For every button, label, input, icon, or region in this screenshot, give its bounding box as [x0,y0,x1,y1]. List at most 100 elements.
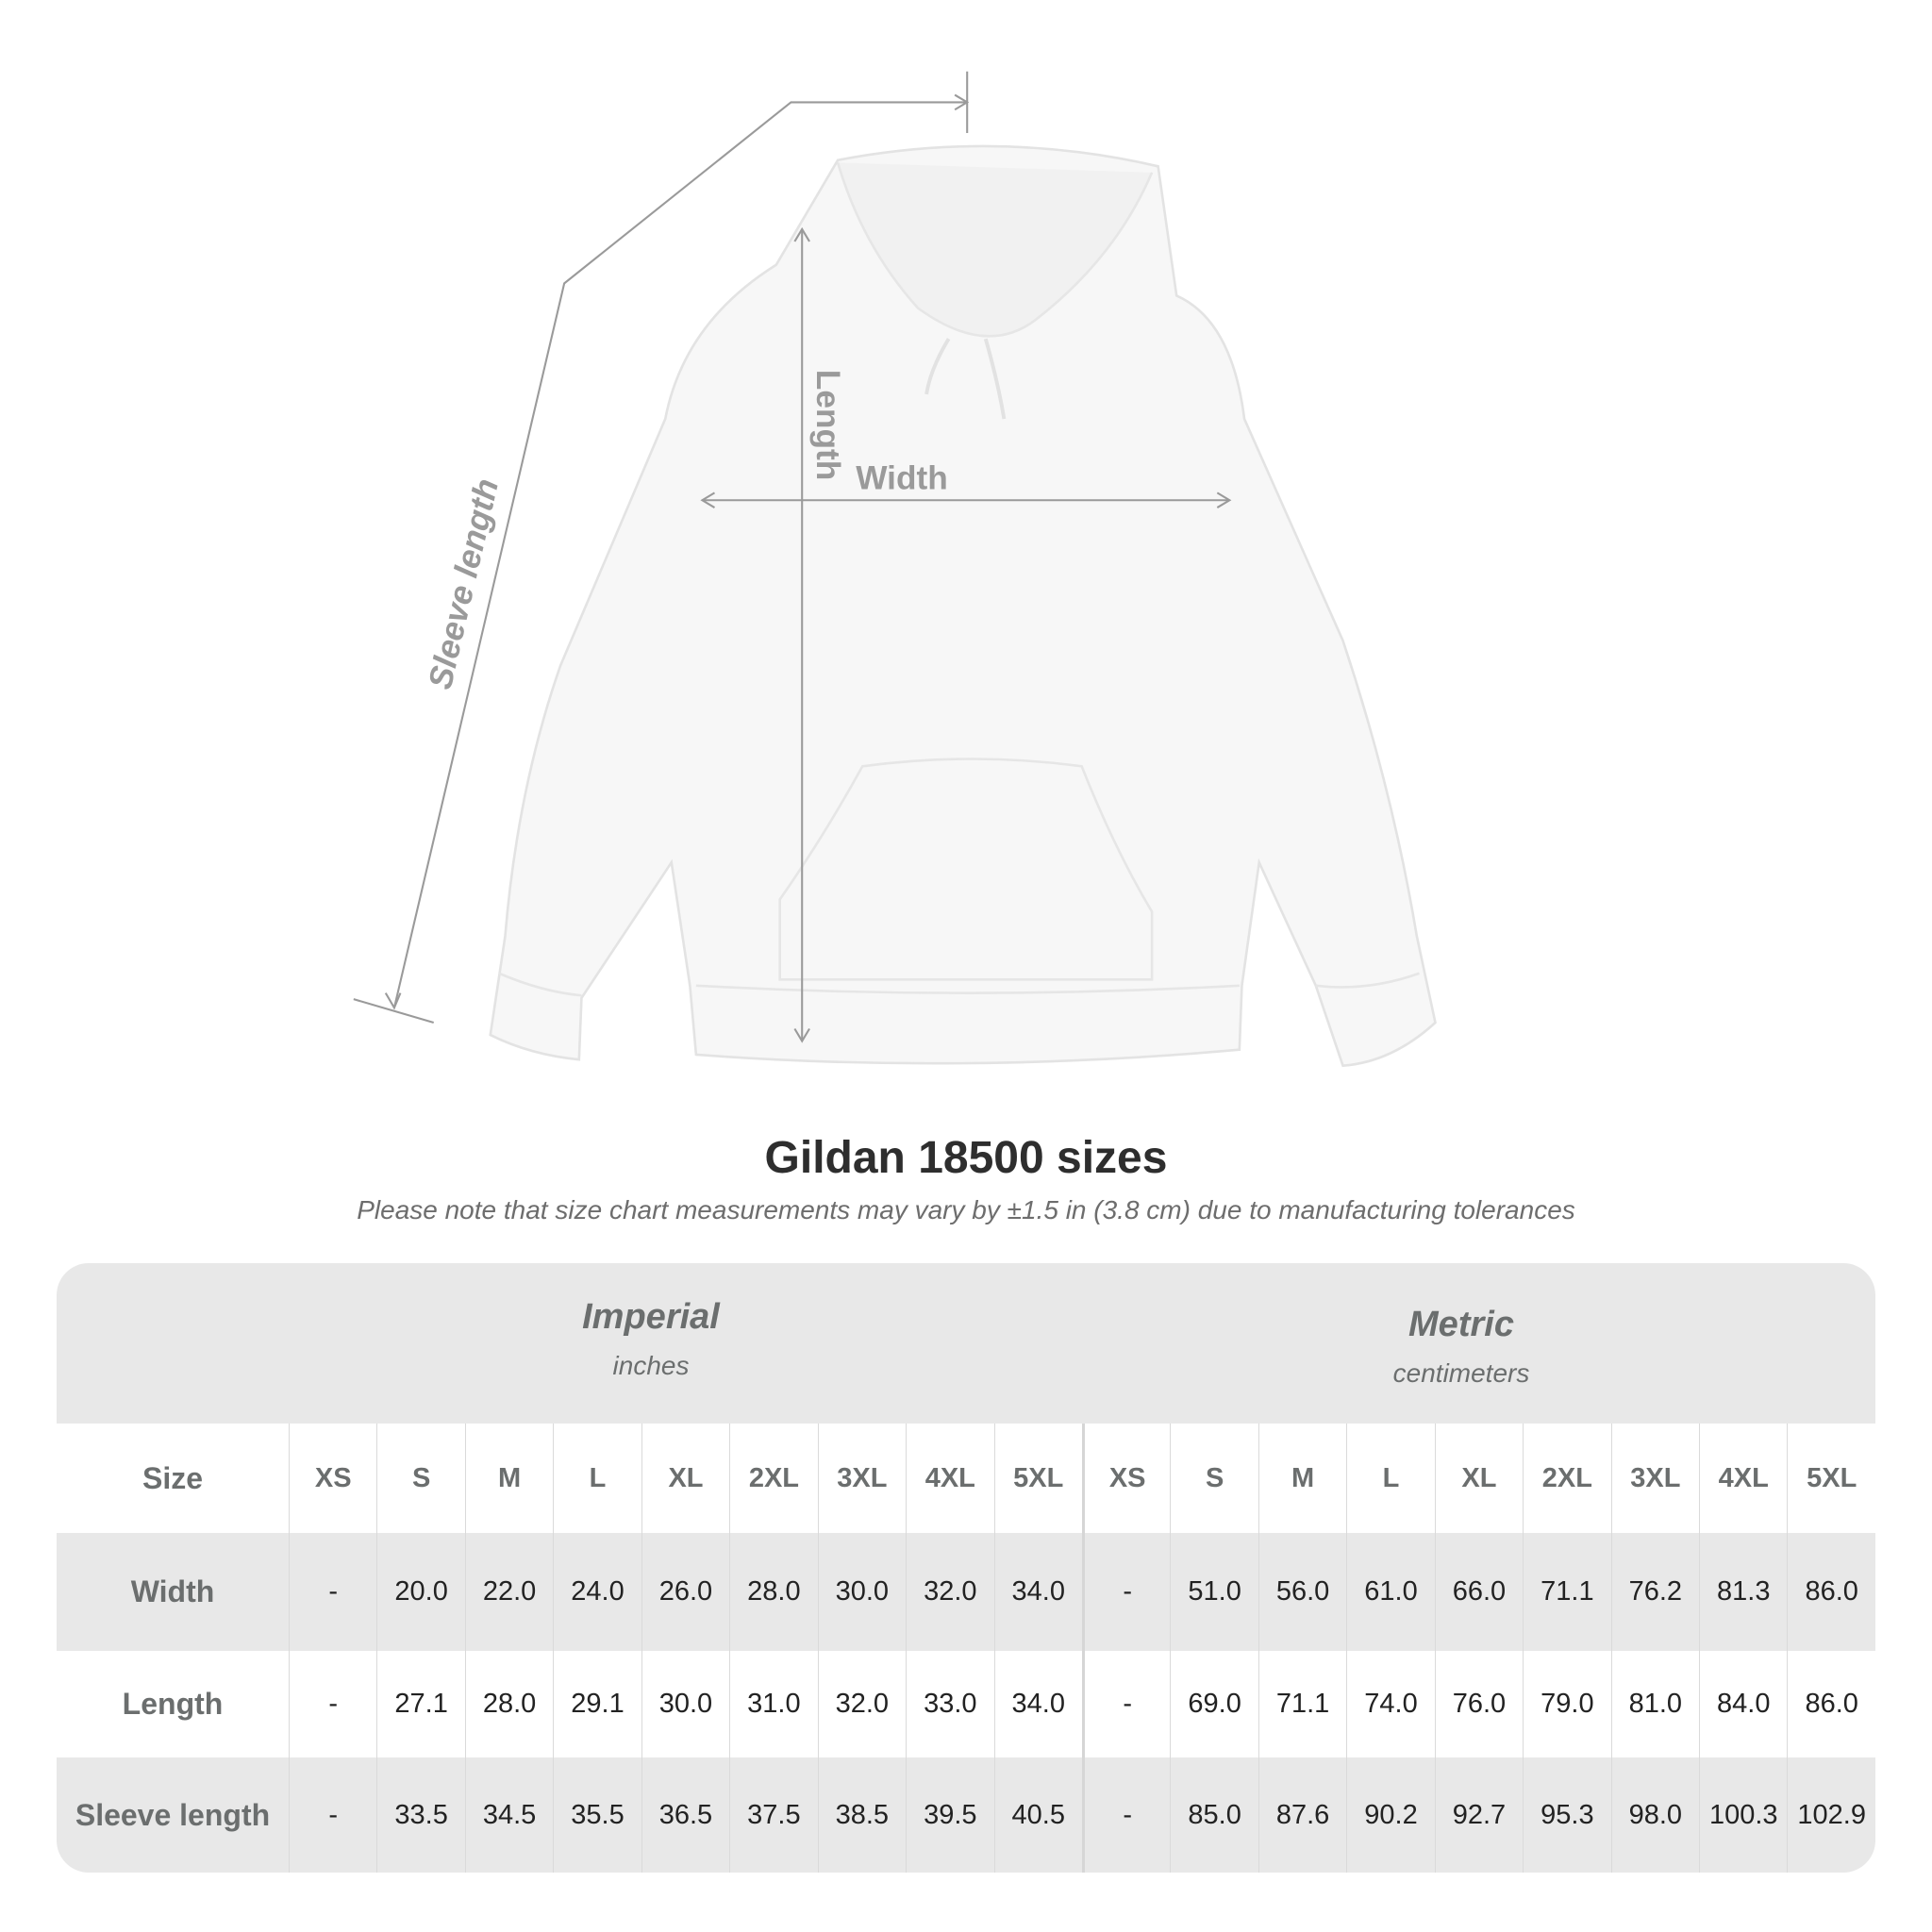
imperial-value-cell: 39.5 [906,1757,993,1873]
metric-value-cell: 61.0 [1346,1533,1434,1651]
imperial-value-cell: 36.5 [641,1757,729,1873]
imperial-value-cell: 34.5 [464,1757,553,1873]
cuffs [498,972,1420,997]
metric-unit: centimeters [1392,1358,1530,1388]
imperial-value-cell: 40.5 [993,1757,1082,1873]
length-label: Length [809,370,846,480]
imperial-size-header: XL [641,1424,729,1533]
metric-value-cell: - [1081,1533,1170,1651]
drawstrings [924,338,1007,420]
row-label: Sleeve length [75,1797,271,1832]
metric-size-header: L [1346,1424,1434,1533]
metric-value-cell: - [1081,1757,1170,1873]
metric-header: Metric centimeters [1225,1305,1697,1389]
imperial-size-header: L [553,1424,641,1533]
metric-size-header: 2XL [1523,1424,1610,1533]
tolerance-note: Please note that size chart measurements… [357,1195,1575,1224]
metric-size-header: 4XL [1699,1424,1787,1533]
imperial-unit: inches [612,1351,690,1380]
imperial-value-cell: 34.0 [993,1533,1082,1651]
imperial-size-header: 4XL [906,1424,993,1533]
metric-size-header: XL [1434,1424,1523,1533]
metric-value-cell: 100.3 [1699,1757,1787,1873]
imperial-value-cell: 31.0 [729,1651,817,1757]
metric-value-cell: 76.2 [1610,1533,1699,1651]
imperial-value-cell: 32.0 [817,1651,906,1757]
metric-value-cell: 71.1 [1257,1651,1346,1757]
metric-value-cell: 74.0 [1346,1651,1434,1757]
metric-value-cell: 92.7 [1434,1757,1523,1873]
metric-size-header: 5XL [1787,1424,1874,1533]
sleeve-length-line [392,101,968,1008]
metric-value-cell: 71.1 [1523,1533,1610,1651]
imperial-value-cell: - [289,1651,376,1757]
metric-size-header: M [1257,1424,1346,1533]
pocket [778,758,1154,981]
waistband [695,984,1240,994]
imperial-value-cell: 37.5 [729,1757,817,1873]
metric-value-cell: 66.0 [1434,1533,1523,1651]
width-arrowheads [700,491,1232,508]
imperial-value-cell: 33.5 [376,1757,464,1873]
metric-size-header: S [1170,1424,1257,1533]
imperial-value-cell: 32.0 [906,1533,993,1651]
metric-value-cell: 85.0 [1170,1757,1257,1873]
sleeve-arrowheads [384,93,970,1010]
imperial-value-cell: - [289,1757,376,1873]
imperial-size-header: 3XL [817,1424,906,1533]
width-label: Width [856,459,948,496]
metric-value-cell: 87.6 [1257,1757,1346,1873]
table-row: Width -20.0 22.0 24.0 26.0 28.0 30.0 32.0 34.0-5… [57,1533,1875,1651]
metric-value-cell: 90.2 [1346,1757,1434,1873]
table-row: Sleeve length -33.5 34.5 35.5 36.5 37.5 38.5 39… [57,1757,1875,1873]
imperial-value-cell: 33.0 [906,1651,993,1757]
imperial-value-cell: 30.0 [817,1533,906,1651]
metric-title: Metric [1408,1305,1514,1344]
metric-value-cell: 69.0 [1170,1651,1257,1757]
size-row: Size XS S M L XL 2XL 3XL 4XL 5XL XS S M L XL 2XL 3XL 4XL 5… [57,1424,1875,1533]
metric-value-cell: 51.0 [1170,1533,1257,1651]
size-row-label: Size [142,1460,204,1495]
metric-size-header: XS [1081,1424,1170,1533]
metric-value-cell: 79.0 [1523,1651,1610,1757]
hoodie-illustration: Length Width Sleeve length [353,71,1437,1068]
imperial-value-cell: 22.0 [464,1533,553,1651]
metric-value-cell: 84.0 [1699,1651,1787,1757]
imperial-value-cell: 26.0 [641,1533,729,1651]
imperial-size-header: XS [289,1424,376,1533]
imperial-value-cell: 35.5 [553,1757,641,1873]
imperial-value-cell: 34.0 [993,1651,1082,1757]
metric-value-cell: 76.0 [1434,1651,1523,1757]
imperial-value-cell: 28.0 [464,1651,553,1757]
imperial-value-cell: 29.1 [553,1651,641,1757]
sleeve-bottom-tick [353,998,435,1024]
imperial-size-header: M [464,1424,553,1533]
row-label: Width [130,1574,215,1608]
imperial-value-cell: 30.0 [641,1651,729,1757]
imperial-header: Imperial inches [415,1297,887,1381]
hoodie-body [489,144,1437,1068]
row-label: Length [122,1687,224,1721]
metric-value-cell: 81.0 [1610,1651,1699,1757]
metric-value-cell: 95.3 [1523,1757,1610,1873]
imperial-size-header: 2XL [729,1424,817,1533]
imperial-size-header: 5XL [993,1424,1082,1533]
metric-size-header: 3XL [1610,1424,1699,1533]
metric-value-cell: - [1081,1651,1170,1757]
metric-value-cell: 102.9 [1787,1757,1874,1873]
length-arrowheads [793,226,810,1043]
imperial-value-cell: 38.5 [817,1757,906,1873]
table-row: Length -27.1 28.0 29.1 30.0 31.0 32.0 33.0 34.0-… [57,1651,1875,1757]
imperial-value-cell: - [289,1533,376,1651]
imperial-value-cell: 27.1 [376,1651,464,1757]
size-table: Imperial inches Metric centimeters Size X… [57,1263,1875,1873]
imperial-value-cell: 24.0 [553,1533,641,1651]
page-title: Gildan 18500 sizes [764,1133,1168,1183]
imperial-value-cell: 20.0 [376,1533,464,1651]
hood-opening [836,162,1154,338]
metric-value-cell: 86.0 [1787,1651,1874,1757]
imperial-size-header: S [376,1424,464,1533]
metric-value-cell: 56.0 [1257,1533,1346,1651]
unit-header: Imperial inches Metric centimeters [57,1263,1875,1424]
metric-value-cell: 98.0 [1610,1757,1699,1873]
